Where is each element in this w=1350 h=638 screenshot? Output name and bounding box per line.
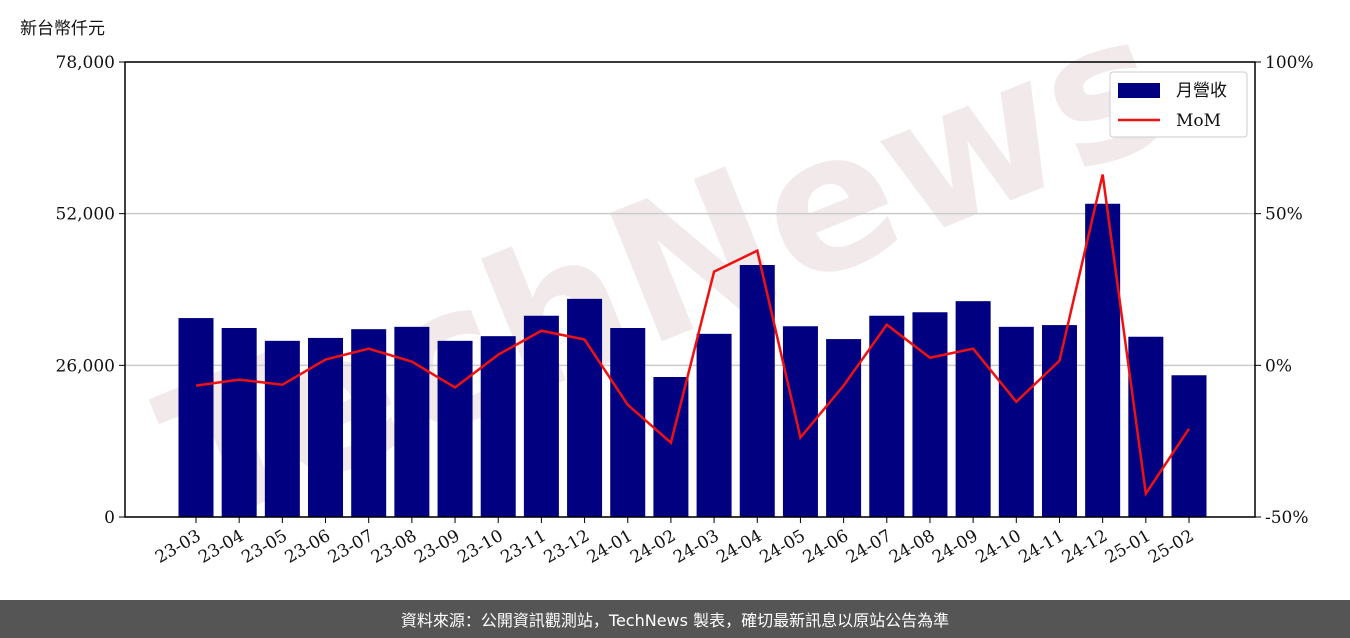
plot-frame <box>124 61 1256 518</box>
y-tick-label: 26,000 <box>56 356 115 376</box>
bar <box>955 301 991 517</box>
x-tick-label: 23-12 <box>541 526 593 568</box>
x-tick-label: 25-02 <box>1145 526 1197 568</box>
bar <box>394 326 430 517</box>
x-tick-label: 24-08 <box>886 526 938 568</box>
x-tick-label: 23-08 <box>368 526 420 568</box>
bar <box>739 265 775 517</box>
line <box>195 174 1191 498</box>
x-tick-label: 24-10 <box>972 526 1024 568</box>
bar <box>1085 203 1121 517</box>
x-tick-label: 24-07 <box>843 526 895 568</box>
x-tick-label: 24-04 <box>713 526 765 568</box>
bar <box>178 318 214 517</box>
y-tick-label: 52,000 <box>56 205 115 225</box>
y2-tick-label: 100% <box>1265 53 1314 73</box>
x-tick-label: 23-11 <box>497 526 549 568</box>
bar <box>480 336 516 517</box>
x-tick-label: 23-09 <box>411 526 463 568</box>
footer-bar <box>0 600 1350 638</box>
bar <box>264 340 300 517</box>
bar <box>437 340 473 517</box>
legend-label: MoM <box>1176 111 1221 131</box>
bar <box>567 298 603 517</box>
bar <box>523 315 559 517</box>
x-tick-label: 24-03 <box>670 526 722 568</box>
source-note: 資料來源：公開資訊觀測站，TechNews 製表，確切最新訊息以原站公告為準 <box>401 611 949 630</box>
bar <box>869 315 905 517</box>
y2-tick-label: 50% <box>1265 205 1303 225</box>
bar <box>221 328 257 517</box>
x-tick-label: 24-02 <box>627 526 679 568</box>
y2-tick-label: -50% <box>1265 508 1309 528</box>
x-tick-label: 24-05 <box>756 526 808 568</box>
x-tick-label: 23-03 <box>152 526 204 568</box>
bar <box>912 312 948 517</box>
x-tick-label: 24-12 <box>1059 526 1111 568</box>
x-tick-label: 23-10 <box>454 526 506 568</box>
x-tick-label: 25-01 <box>1102 526 1154 568</box>
x-tick-label: 24-01 <box>584 526 636 568</box>
legend-label: 月營收 <box>1176 81 1227 101</box>
y-tick-label: 78,000 <box>56 53 115 73</box>
bar <box>998 326 1034 517</box>
x-tick-label: 24-06 <box>800 526 852 568</box>
bar <box>1041 325 1077 517</box>
x-tick-label: 24-11 <box>1016 526 1068 568</box>
y2-tick-label: 0% <box>1265 356 1292 376</box>
x-tick-label: 23-07 <box>325 526 377 568</box>
bar <box>351 329 387 517</box>
y-tick-label: 0 <box>104 508 115 528</box>
bar <box>696 333 732 517</box>
bar <box>826 339 862 517</box>
bar <box>610 328 646 517</box>
x-tick-label: 24-09 <box>929 526 981 568</box>
bar <box>308 337 344 517</box>
y-axis-label: 新台幣仟元 <box>20 19 105 39</box>
legend-swatch <box>1118 83 1160 98</box>
